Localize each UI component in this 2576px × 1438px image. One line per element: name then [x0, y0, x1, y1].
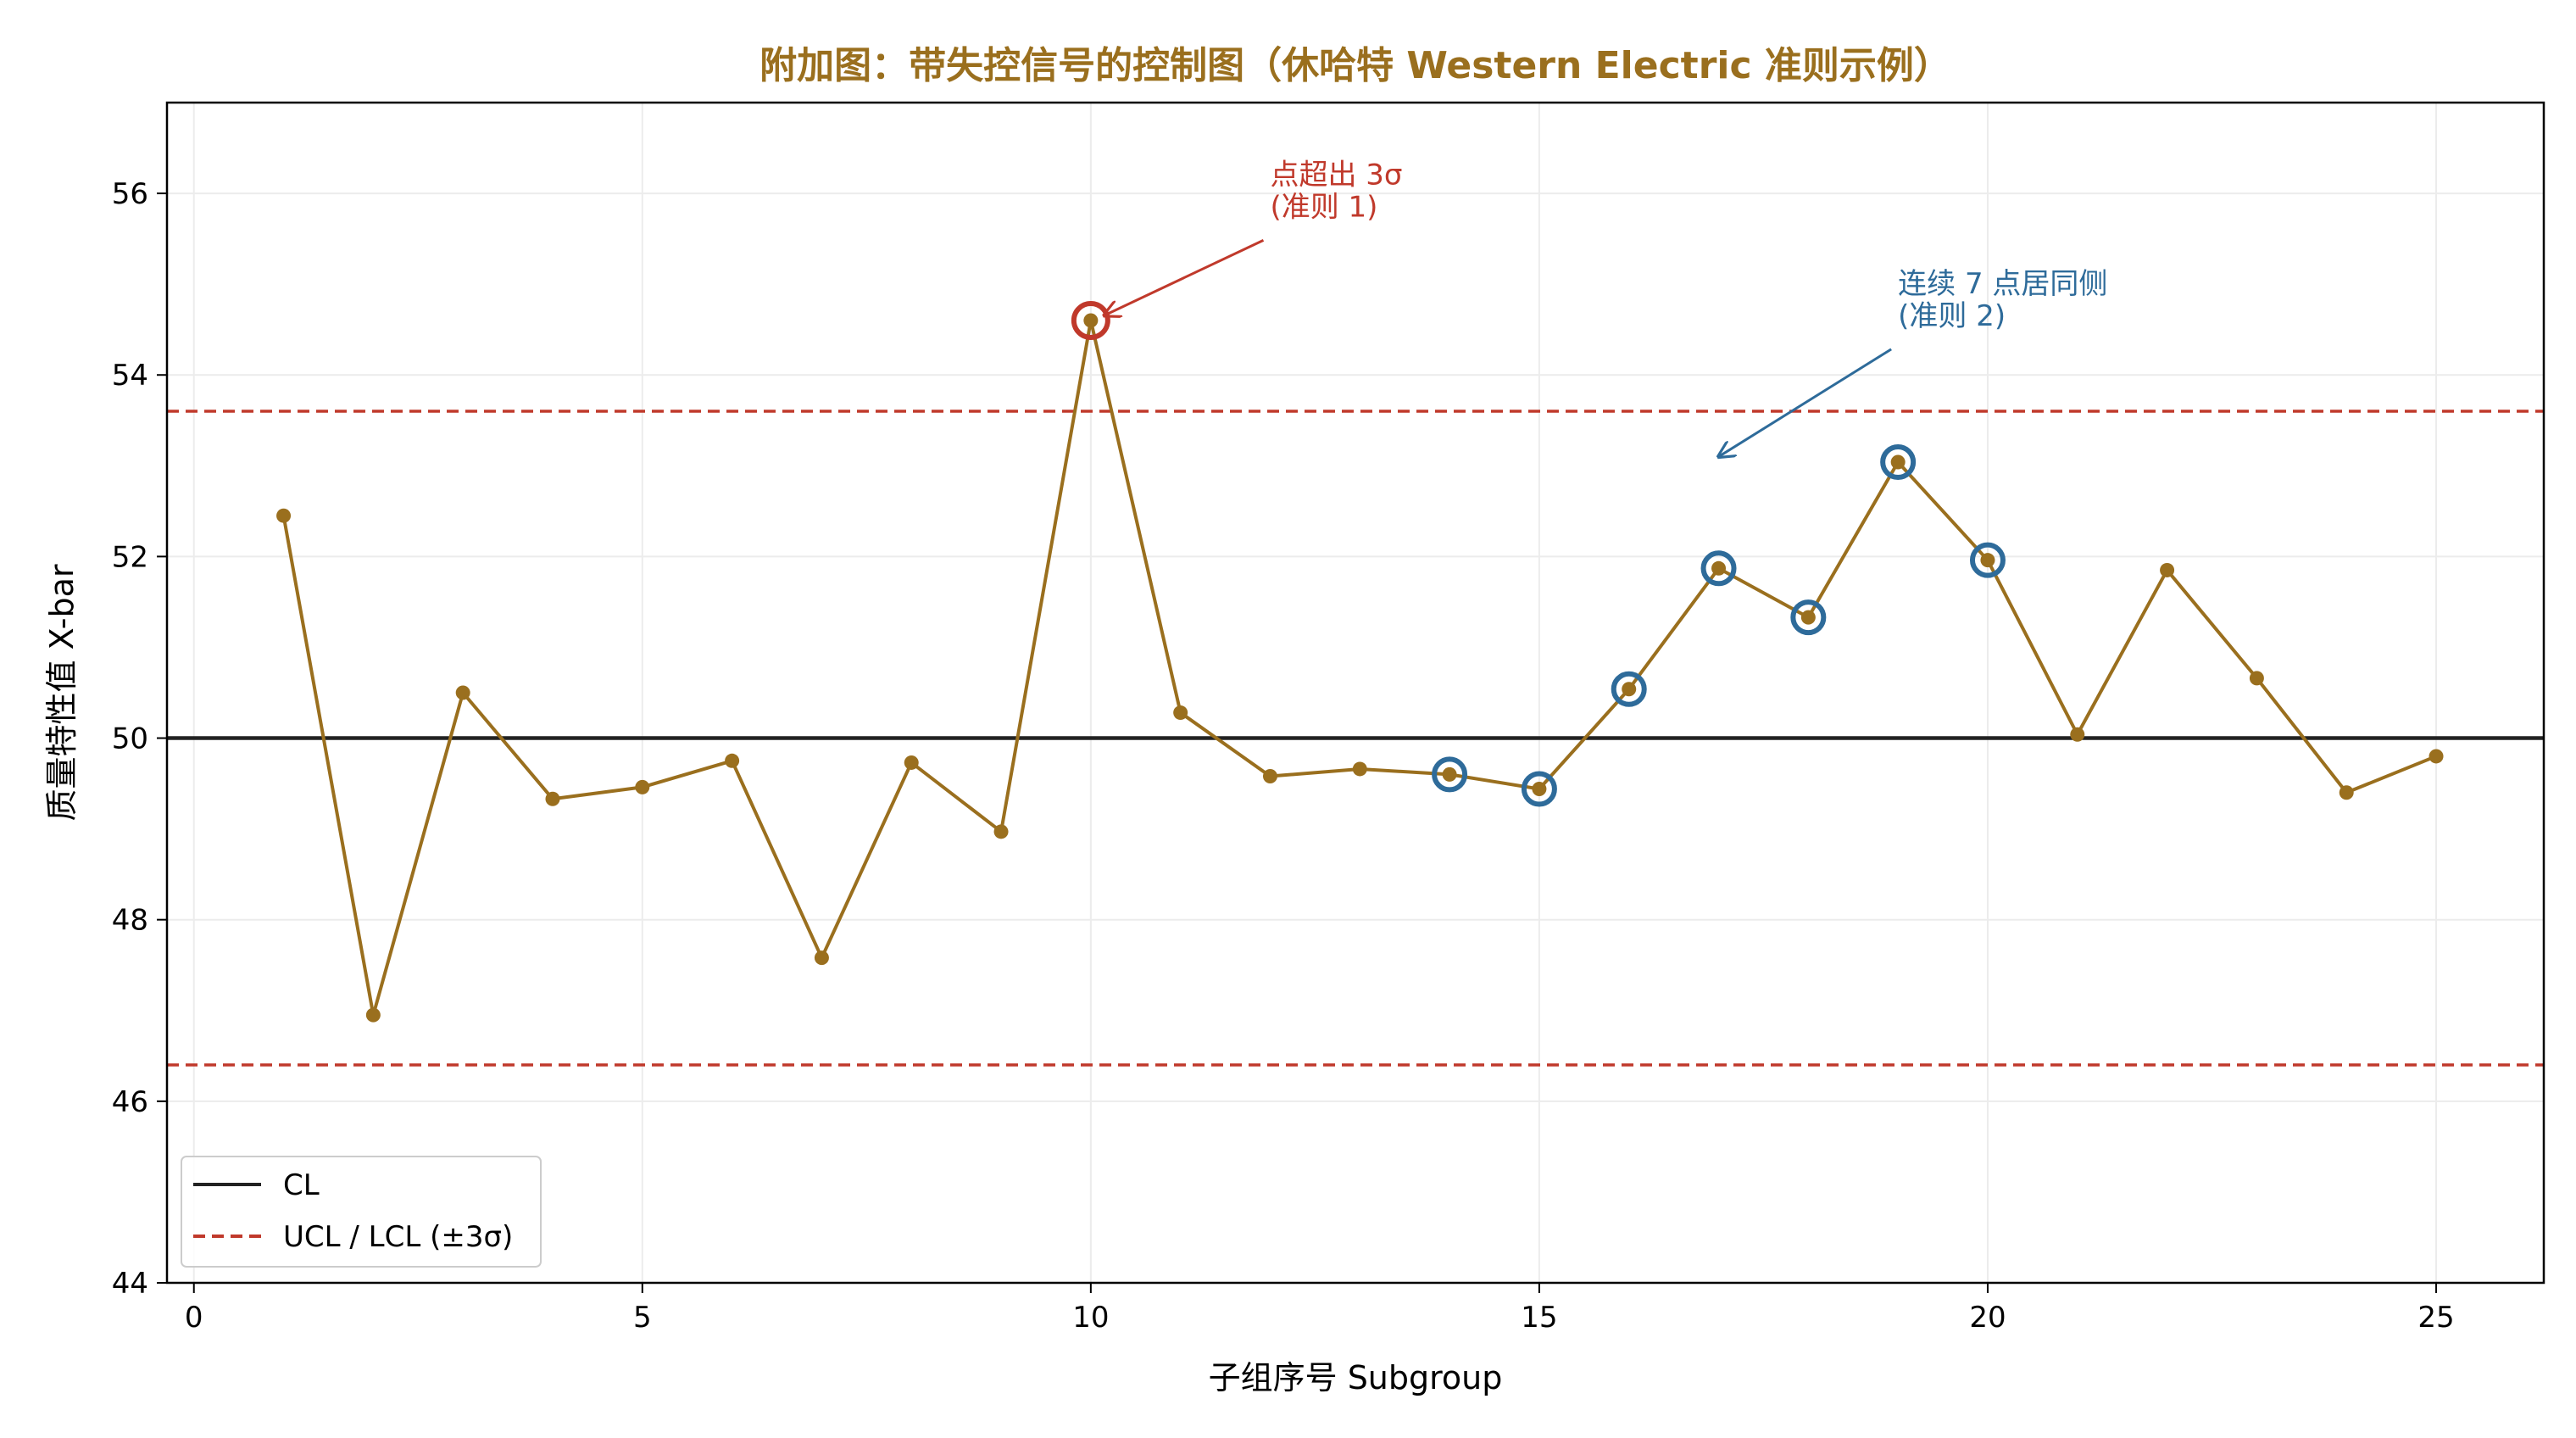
series — [276, 313, 2444, 1023]
data-point — [814, 950, 829, 966]
data-point — [2160, 562, 2175, 577]
rule2-marker — [1700, 550, 1737, 587]
y-axis-ticks: 44 46 48 50 52 54 56 — [112, 177, 167, 1301]
data-point — [2249, 671, 2264, 686]
x-tick-label: 20 — [1969, 1301, 2006, 1335]
reference-lines — [167, 410, 2544, 1067]
data-point — [2429, 749, 2444, 764]
data-point — [993, 824, 1009, 839]
y-tick-label: 52 — [112, 540, 148, 574]
data-point — [1532, 782, 1547, 797]
legend-box — [181, 1156, 542, 1268]
data-point — [635, 779, 650, 794]
x-tick-label: 25 — [2417, 1301, 2454, 1335]
data-point — [904, 755, 919, 770]
legend-ucl-lcl-label: UCL / LCL (±3σ) — [283, 1220, 513, 1254]
rule2-marker — [1521, 771, 1557, 807]
x-tick-label: 15 — [1521, 1301, 1557, 1335]
rule2-marker — [1432, 756, 1468, 793]
rule1-marker — [1071, 300, 1110, 340]
data-point — [1442, 766, 1457, 782]
rule2-marker — [1790, 599, 1827, 636]
data-point — [2339, 785, 2354, 800]
data-point — [1622, 682, 1637, 697]
plot-frame — [165, 101, 2545, 1285]
legend: CL UCL / LCL (±3σ) — [181, 1156, 542, 1268]
annotation-arrow — [1719, 348, 1892, 457]
data-point — [365, 1007, 381, 1023]
legend-cl-label: CL — [283, 1168, 320, 1202]
data-point — [1800, 610, 1816, 625]
y-tick-label: 48 — [112, 904, 148, 938]
rule2-annotation: 连续 7 点居同侧(准则 2) — [1898, 267, 2107, 333]
x-tick-label: 10 — [1072, 1301, 1109, 1335]
y-tick-label: 44 — [112, 1267, 148, 1301]
annotations: 点超出 3σ (准则 1) 连续 7 点居同侧(准则 2) — [1104, 158, 2107, 457]
data-point — [1890, 454, 1906, 470]
x-tick-label: 5 — [633, 1301, 652, 1335]
data-point — [1262, 769, 1277, 784]
series-line — [281, 318, 2437, 1017]
data-point — [455, 685, 470, 700]
data-point — [276, 508, 292, 523]
data-point — [1173, 705, 1188, 721]
y-tick-label: 54 — [112, 359, 148, 393]
annotation-arrow — [1104, 239, 1265, 315]
x-axis-label: 子组序号 Subgroup — [1209, 1359, 1503, 1396]
data-point — [2070, 727, 2085, 742]
x-axis-ticks: 0 5 10 15 20 25 — [185, 1283, 2455, 1335]
data-point — [1352, 761, 1367, 777]
grid — [167, 103, 2544, 1284]
y-axis-label: 质量特性值 X-bar — [43, 564, 81, 821]
data-point — [1083, 313, 1099, 328]
rule2-marker — [1611, 671, 1647, 707]
rule1-annotation: 点超出 3σ (准则 1) — [1270, 158, 1402, 224]
data-point — [545, 791, 560, 806]
highlight-markers — [1071, 300, 2006, 807]
rule2-marker — [1969, 542, 2006, 578]
data-point — [1711, 560, 1727, 576]
x-tick-label: 0 — [185, 1301, 203, 1335]
y-tick-label: 56 — [112, 177, 148, 211]
rule2-marker — [1880, 444, 1917, 481]
data-point — [725, 753, 740, 768]
data-point — [1980, 553, 1995, 568]
chart-title: 附加图：带失控信号的控制图（休哈特 Western Electric 准则示例） — [759, 44, 1951, 87]
y-tick-label: 50 — [112, 722, 148, 756]
y-tick-label: 46 — [112, 1085, 148, 1119]
